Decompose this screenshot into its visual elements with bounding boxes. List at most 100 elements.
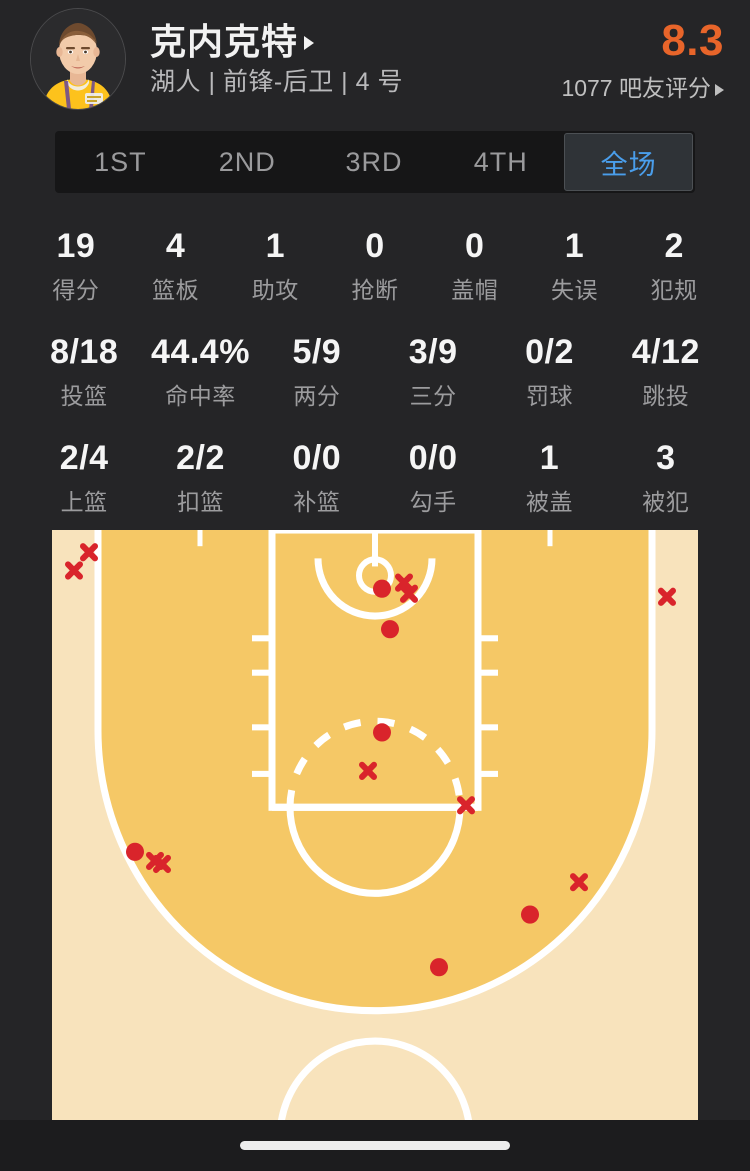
stat-assists: 1 助攻	[225, 229, 325, 302]
stat-label: 两分	[293, 382, 341, 409]
home-indicator-area	[0, 1120, 750, 1171]
stat-label: 失误	[550, 276, 598, 303]
stat-label: 被犯	[642, 488, 690, 515]
stat-value: 0	[465, 226, 485, 265]
lane-mark	[252, 770, 272, 777]
stat-layups: 2/4 上篮	[26, 441, 142, 514]
period-tabs: 1ST 2ND 3RD 4TH 全场	[55, 131, 695, 193]
stat-fouls-drawn: 3 被犯	[608, 441, 724, 514]
stat-value: 1	[539, 438, 560, 477]
stat-label: 助攻	[251, 276, 299, 303]
tab-3rd[interactable]: 3RD	[345, 146, 403, 177]
free-throw-circle-dashed	[286, 717, 464, 808]
tab-2nd[interactable]: 2ND	[218, 146, 276, 177]
restricted-area-arc	[314, 558, 436, 620]
stat-value: 3	[656, 438, 676, 477]
stat-jump-shots: 4/12 跳投	[608, 335, 724, 408]
triangle-right-icon	[715, 83, 724, 96]
stat-label: 补篮	[293, 488, 341, 515]
avatar[interactable]	[30, 8, 126, 110]
missed-shot-marker	[80, 543, 98, 562]
player-name-row[interactable]: 克内克特	[150, 20, 561, 62]
stat-label: 三分	[409, 382, 457, 409]
made-shot-marker	[430, 958, 448, 977]
made-shot-marker	[373, 723, 391, 742]
stat-value: 2/2	[176, 438, 225, 477]
period-tabs-container: 1ST 2ND 3RD 4TH 全场	[0, 118, 750, 206]
made-shot-marker	[373, 579, 391, 598]
stat-value: 5/9	[292, 332, 342, 371]
rating-count-label: 1077 吧友评分	[561, 74, 711, 101]
stat-label: 盖帽	[451, 276, 499, 303]
player-meta: 湖人 | 前锋-后卫 | 4 号	[150, 67, 403, 96]
stat-label: 跳投	[642, 382, 690, 409]
missed-shot-marker	[153, 854, 171, 874]
shot-chart-container	[0, 530, 750, 1120]
missed-shot-marker	[359, 761, 377, 780]
stat-putbacks: 0/0 补篮	[259, 441, 375, 514]
made-shot-marker	[521, 905, 539, 924]
lane-mark	[252, 669, 272, 676]
tab-1st[interactable]: 1ST	[94, 146, 147, 177]
stat-label: 投篮	[60, 382, 108, 409]
shot-markers	[65, 543, 676, 977]
lane-mark	[478, 635, 498, 642]
lane-mark	[478, 770, 498, 777]
triangle-right-icon	[304, 36, 315, 50]
court-floor-inner	[98, 530, 652, 1011]
stat-blocks: 0 盖帽	[425, 229, 525, 302]
shot-chart-court[interactable]	[52, 530, 698, 1120]
lane-mark	[252, 635, 272, 642]
stat-value: 44.4%	[151, 332, 250, 371]
stat-value: 0/0	[408, 438, 458, 477]
stat-value: 4/12	[631, 332, 700, 371]
stat-blocked-against: 1 被盖	[491, 441, 607, 514]
missed-shot-marker	[658, 587, 676, 606]
stat-value: 8/18	[50, 332, 119, 371]
player-headshot-art	[31, 9, 125, 109]
stat-label: 罚球	[525, 382, 573, 409]
stat-fouls: 2 犯规	[624, 229, 724, 302]
stat-label: 上篮	[60, 488, 108, 515]
stat-label: 勾手	[409, 488, 457, 515]
free-throw-circle-solid	[286, 807, 464, 897]
stats-table: 19 得分 4 篮板 1 助攻 0 抢断 0 盖帽 1 失误	[0, 206, 750, 530]
stat-label: 扣篮	[176, 488, 224, 515]
stat-steals: 0 抢断	[325, 229, 425, 302]
page-title: 克内克特	[150, 20, 299, 62]
missed-shot-marker	[65, 561, 83, 580]
stat-label: 命中率	[165, 382, 236, 409]
made-shot-marker	[381, 620, 399, 639]
stat-points: 19 得分	[26, 229, 126, 302]
missed-shot-marker	[395, 573, 413, 592]
player-header: 克内克特 湖人 | 前锋-后卫 | 4 号 8.3 1077 吧友评分	[0, 0, 750, 118]
missed-shot-marker	[400, 584, 418, 603]
made-shot-marker	[126, 842, 144, 861]
missed-shot-marker	[457, 796, 475, 815]
lane-mark	[252, 724, 272, 731]
lane-mark	[478, 669, 498, 676]
stat-label: 篮板	[152, 276, 200, 303]
stat-hooks: 0/0 勾手	[375, 441, 491, 514]
stat-value: 1	[564, 226, 585, 265]
stat-value: 3/9	[408, 332, 458, 371]
tab-4th[interactable]: 4TH	[473, 146, 528, 177]
stat-value: 0/2	[525, 332, 574, 371]
rating-score: 8.3	[661, 15, 724, 65]
rating-count-row[interactable]: 1077 吧友评分	[561, 74, 724, 101]
center-circle	[277, 1037, 473, 1120]
stat-field-goals: 8/18 投篮	[26, 335, 142, 408]
stat-label: 被盖	[525, 488, 573, 515]
stat-value: 4	[165, 226, 186, 265]
lane-mark	[478, 724, 498, 731]
stats-row-basic: 19 得分 4 篮板 1 助攻 0 抢断 0 盖帽 1 失误	[26, 212, 724, 318]
stat-dunks: 2/2 扣篮	[142, 441, 258, 514]
stat-turnovers: 1 失误	[525, 229, 625, 302]
stat-two-pointers: 5/9 两分	[259, 335, 375, 408]
missed-shot-marker	[570, 873, 588, 892]
tab-full-game[interactable]: 全场	[564, 133, 693, 191]
stat-value: 1	[265, 226, 285, 265]
stat-value: 2	[664, 226, 684, 265]
home-indicator[interactable]	[240, 1141, 510, 1150]
player-identity: 克内克特 湖人 | 前锋-后卫 | 4 号	[150, 20, 561, 96]
